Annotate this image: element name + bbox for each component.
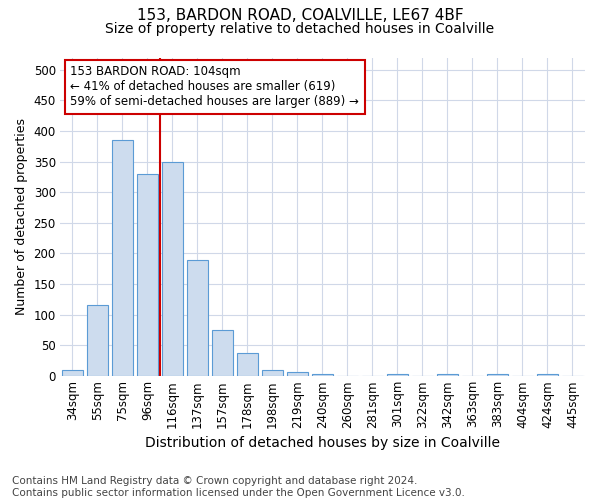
Bar <box>187 260 208 376</box>
Bar <box>262 370 283 376</box>
X-axis label: Distribution of detached houses by size in Coalville: Distribution of detached houses by size … <box>145 436 500 450</box>
Text: 153 BARDON ROAD: 104sqm
← 41% of detached houses are smaller (619)
59% of semi-d: 153 BARDON ROAD: 104sqm ← 41% of detache… <box>70 66 359 108</box>
Bar <box>387 374 408 376</box>
Bar <box>237 353 258 376</box>
Bar <box>112 140 133 376</box>
Bar <box>137 174 158 376</box>
Bar <box>437 374 458 376</box>
Text: Size of property relative to detached houses in Coalville: Size of property relative to detached ho… <box>106 22 494 36</box>
Text: Contains HM Land Registry data © Crown copyright and database right 2024.
Contai: Contains HM Land Registry data © Crown c… <box>12 476 465 498</box>
Bar <box>487 374 508 376</box>
Text: 153, BARDON ROAD, COALVILLE, LE67 4BF: 153, BARDON ROAD, COALVILLE, LE67 4BF <box>137 8 463 22</box>
Bar <box>287 372 308 376</box>
Bar <box>162 162 183 376</box>
Bar <box>87 306 108 376</box>
Bar <box>312 374 333 376</box>
Bar <box>537 374 558 376</box>
Bar <box>62 370 83 376</box>
Bar <box>212 330 233 376</box>
Y-axis label: Number of detached properties: Number of detached properties <box>15 118 28 315</box>
